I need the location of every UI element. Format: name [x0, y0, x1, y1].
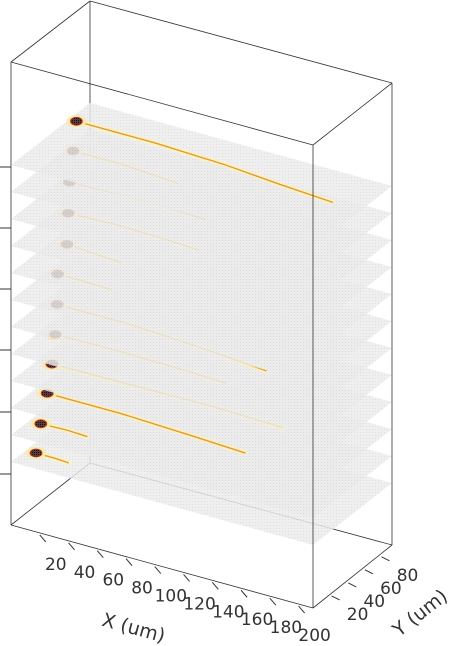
x-tick-100: [154, 566, 162, 574]
x-tick-20: [39, 534, 47, 543]
layer-plane-1: [11, 103, 392, 248]
box-front-edges: [10, 61, 393, 609]
z-axis-ticks: [0, 166, 11, 475]
y-tick-80: [381, 556, 390, 562]
y-tick-label: 60: [380, 579, 402, 599]
y-tick-label: 40: [363, 592, 385, 612]
x-tick-label: 140: [212, 602, 244, 622]
layer-1: [11, 103, 392, 248]
x-tick-180: [269, 597, 277, 606]
trace-line-10: [46, 392, 246, 454]
blob-core-11: [34, 419, 48, 429]
blob-core-1: [70, 116, 83, 126]
x-tick-label: 100: [155, 587, 187, 607]
x-tick-label: 200: [298, 626, 330, 646]
y-tick-label: 20: [347, 605, 369, 625]
x-tick-label: 160: [241, 610, 273, 630]
x-tick-label: 20: [45, 555, 67, 575]
y-tick-label: 80: [397, 566, 419, 586]
x-tick-160: [240, 589, 248, 598]
x-axis-label: X (um): [100, 609, 168, 646]
y-tick-20: [331, 595, 340, 601]
x-tick-label: 80: [131, 579, 153, 599]
x-tick-140: [211, 582, 219, 590]
trace-line-1: [75, 120, 334, 203]
x-tick-label: 60: [102, 571, 124, 591]
x-tick-40: [68, 542, 75, 551]
stacked-layers: [11, 103, 392, 545]
y-tick-60: [364, 569, 374, 575]
y-tick-40: [348, 582, 357, 588]
x-tick-200: [298, 605, 305, 614]
x-tick-label: 40: [74, 563, 96, 583]
x-tick-label: 120: [183, 594, 215, 614]
x-tick-120: [183, 574, 190, 582]
x-tick-80: [125, 558, 133, 566]
x-tick-60: [96, 550, 104, 559]
x-tick-label: 180: [270, 618, 302, 638]
blob-core-12: [29, 448, 43, 458]
